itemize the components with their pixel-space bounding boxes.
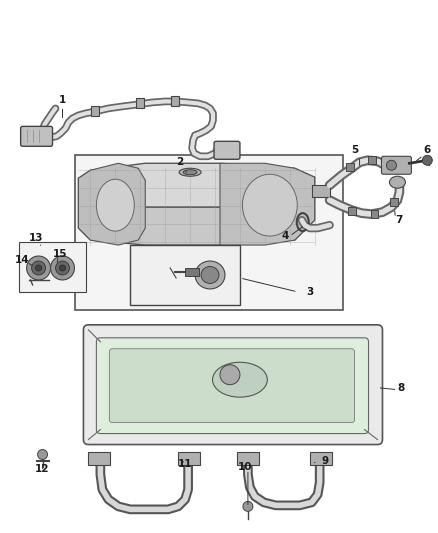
Text: 6: 6: [424, 146, 431, 155]
Text: 5: 5: [351, 146, 358, 155]
Bar: [390, 198, 399, 206]
Circle shape: [38, 449, 48, 459]
Ellipse shape: [195, 261, 225, 289]
FancyBboxPatch shape: [21, 126, 53, 147]
Bar: [136, 99, 144, 108]
Polygon shape: [78, 163, 314, 207]
FancyBboxPatch shape: [110, 349, 355, 423]
Polygon shape: [220, 163, 314, 245]
Bar: [348, 207, 356, 215]
FancyBboxPatch shape: [214, 141, 240, 159]
Bar: [237, 451, 259, 465]
Polygon shape: [78, 193, 314, 245]
Text: 8: 8: [398, 383, 405, 393]
Text: 11: 11: [178, 459, 192, 470]
Bar: [185, 268, 199, 276]
Text: 2: 2: [177, 157, 184, 167]
Bar: [88, 451, 110, 465]
Circle shape: [60, 265, 66, 271]
Bar: [75, 155, 343, 310]
Text: 15: 15: [53, 249, 68, 259]
Bar: [310, 451, 332, 465]
Circle shape: [220, 365, 240, 385]
Polygon shape: [78, 163, 145, 245]
Bar: [19, 242, 86, 292]
Ellipse shape: [212, 362, 267, 397]
Bar: [92, 107, 99, 116]
Text: 14: 14: [15, 255, 30, 265]
Text: 10: 10: [238, 463, 252, 472]
Ellipse shape: [386, 160, 396, 170]
Bar: [130, 245, 240, 305]
FancyBboxPatch shape: [96, 338, 368, 433]
Circle shape: [27, 256, 50, 280]
Circle shape: [422, 155, 432, 165]
Circle shape: [35, 265, 42, 271]
Ellipse shape: [179, 168, 201, 176]
Circle shape: [243, 502, 253, 511]
Circle shape: [56, 261, 70, 275]
Text: 1: 1: [59, 95, 66, 106]
Text: 9: 9: [321, 456, 328, 466]
Bar: [171, 96, 179, 107]
Ellipse shape: [389, 176, 406, 188]
FancyBboxPatch shape: [83, 325, 382, 445]
Text: 3: 3: [306, 287, 313, 297]
Bar: [312, 185, 330, 197]
Circle shape: [50, 256, 74, 280]
Text: 13: 13: [28, 233, 43, 243]
Bar: [371, 210, 378, 218]
Text: 12: 12: [35, 464, 50, 474]
Bar: [367, 156, 375, 164]
FancyBboxPatch shape: [381, 156, 411, 174]
Text: 7: 7: [396, 215, 403, 225]
Ellipse shape: [96, 179, 134, 231]
Ellipse shape: [183, 169, 197, 175]
Ellipse shape: [201, 266, 219, 284]
Bar: [346, 163, 353, 171]
Ellipse shape: [242, 174, 297, 236]
Text: 4: 4: [281, 231, 289, 241]
Circle shape: [32, 261, 46, 275]
Bar: [178, 451, 200, 465]
